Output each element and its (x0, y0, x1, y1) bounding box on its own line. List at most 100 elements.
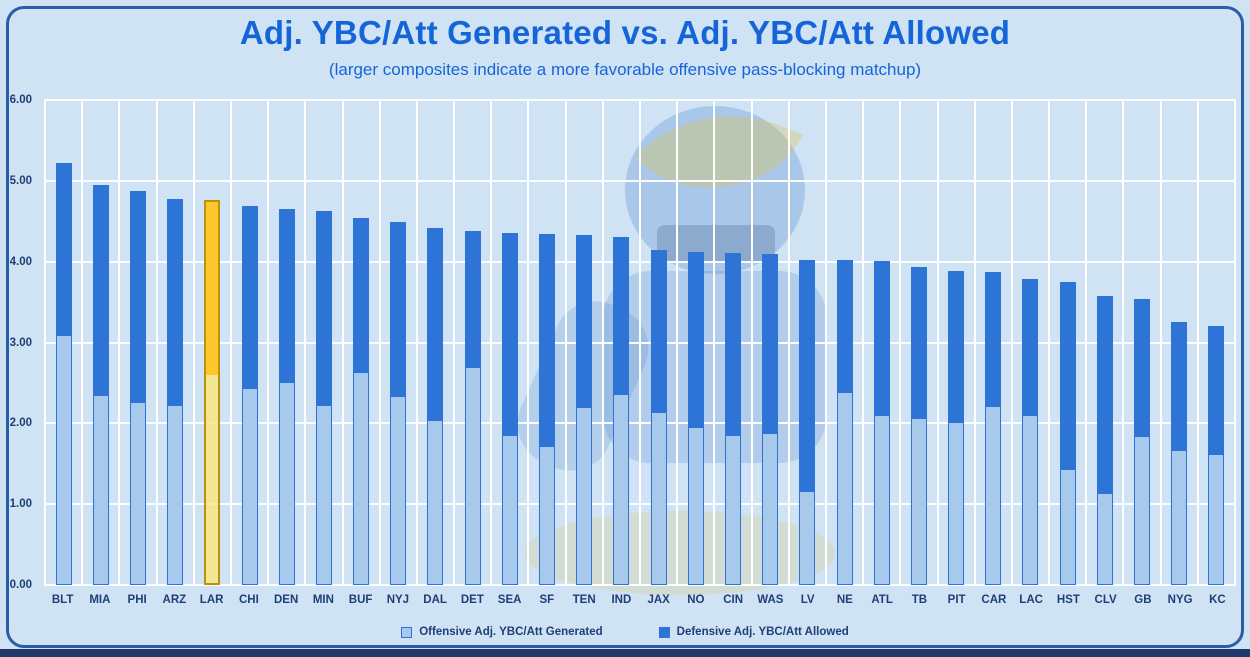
segment-offense (1208, 454, 1225, 585)
segment-defense (836, 260, 853, 394)
stacked-bar-clv (1096, 100, 1113, 585)
legend-label-offense: Offensive Adj. YBC/Att Generated (419, 626, 603, 638)
y-tick-label: 3.00 (9, 336, 32, 349)
segment-offense (427, 420, 444, 585)
segment-defense (539, 234, 556, 447)
stacked-bar-car (985, 100, 1002, 585)
segment-offense (390, 396, 407, 585)
offense-swatch-icon (401, 626, 413, 638)
stacked-bar-ten (576, 100, 593, 585)
gridline-horizontal (44, 584, 1236, 586)
bar-column-phi (120, 100, 158, 585)
x-tick-label-lar: LAR (199, 594, 224, 606)
x-tick-label-gb: GB (1134, 594, 1152, 606)
bar-column-dal (418, 100, 456, 585)
segment-defense (724, 252, 741, 437)
y-tick-label: 2.00 (9, 417, 32, 430)
segment-offense (1134, 437, 1151, 585)
bar-column-sea (492, 100, 530, 585)
x-tick-label-phi: PHI (127, 594, 147, 606)
x-tick-label-det: DET (460, 594, 484, 606)
x-tick-label-atl: ATL (871, 594, 893, 606)
stacked-bar-hst (1059, 100, 1076, 585)
x-tick-label-was: WAS (757, 594, 784, 606)
segment-defense (687, 251, 704, 429)
segment-offense (576, 407, 593, 585)
segment-defense (1059, 281, 1076, 471)
segment-offense (167, 406, 184, 585)
x-tick-label-hst: HST (1056, 594, 1080, 606)
y-axis: 0.00 1.00 2.00 3.00 4.00 5.00 6.00 (0, 94, 38, 591)
bar-column-kc (1199, 100, 1236, 585)
legend: Offensive Adj. YBC/Att Generated Defensi… (0, 626, 1250, 638)
bar-column-mia (83, 100, 121, 585)
x-tick-label-arz: ARZ (162, 594, 187, 606)
stacked-bar-cin (724, 100, 741, 585)
segment-offense (1171, 450, 1188, 585)
x-tick-label-dal: DAL (423, 594, 447, 606)
segment-offense (762, 433, 779, 585)
segment-defense (576, 235, 593, 408)
segment-offense (278, 382, 295, 585)
y-tick-label: 1.00 (9, 498, 32, 511)
stacked-bar-min (315, 100, 332, 585)
x-tick-label-jax: JAX (647, 594, 670, 606)
bar-column-nyg (1162, 100, 1199, 585)
segment-defense (948, 271, 965, 423)
segment-defense (315, 210, 332, 407)
columns (44, 100, 1236, 585)
segment-offense (129, 403, 146, 585)
segment-defense (762, 253, 779, 434)
bar-column-ne (827, 100, 865, 585)
segment-offense (910, 419, 927, 585)
x-tick-label-kc: KC (1209, 594, 1226, 606)
x-tick-label-blt: BLT (51, 594, 74, 606)
stacked-bar-arz (167, 100, 184, 585)
x-tick-label-ne: NE (836, 594, 853, 606)
bar-column-ind (604, 100, 641, 585)
x-tick-label-lv: LV (800, 594, 815, 606)
segment-defense (1022, 279, 1039, 417)
bar-column-gb (1124, 100, 1162, 585)
bar-column-hst (1050, 100, 1088, 585)
segment-defense (278, 209, 295, 383)
segment-defense (1096, 296, 1113, 494)
bar-column-was (753, 100, 790, 585)
legend-label-defense: Defensive Adj. YBC/Att Allowed (676, 626, 849, 638)
segment-offense (873, 416, 890, 585)
x-tick-label-min: MIN (312, 594, 334, 606)
segment-offense (613, 395, 630, 585)
segment-defense (613, 236, 630, 396)
x-axis: BLT MIA PHI ARZ LAR CHI DEN MIN BUF NYJ DAL DET SEA S… (44, 594, 1236, 606)
y-tick-label: 5.00 (9, 174, 32, 187)
stacked-bar-mia (92, 100, 109, 585)
x-tick-label-sea: SEA (497, 594, 522, 606)
bar-column-chi (232, 100, 270, 585)
segment-defense (241, 205, 258, 389)
stacked-bar-lac (1022, 100, 1039, 585)
x-tick-label-lac: LAC (1019, 594, 1043, 606)
segment-defense (129, 191, 146, 404)
bar-column-arz (158, 100, 195, 585)
segment-defense (873, 260, 890, 417)
x-tick-label-ten: TEN (572, 594, 596, 606)
stacked-bar-nyg (1171, 100, 1188, 585)
stacked-bar-dal (427, 100, 444, 585)
stacked-bar-ind (613, 100, 630, 585)
segment-defense (353, 218, 370, 374)
legend-item-defense: Defensive Adj. YBC/Att Allowed (658, 626, 849, 638)
segment-offense (204, 374, 221, 585)
x-tick-label-chi: CHI (238, 594, 259, 606)
stacked-bar-chi (241, 100, 258, 585)
segment-offense (539, 446, 556, 585)
bar-column-lac (1013, 100, 1051, 585)
segment-offense (948, 422, 965, 585)
stacked-bar-was (762, 100, 779, 585)
stacked-bar-det (464, 100, 481, 585)
bar-column-den (269, 100, 307, 585)
stacked-bar-kc (1208, 100, 1225, 585)
segment-offense (985, 407, 1002, 585)
segment-defense (427, 227, 444, 421)
bar-column-ten (567, 100, 604, 585)
segment-defense (1134, 298, 1151, 438)
